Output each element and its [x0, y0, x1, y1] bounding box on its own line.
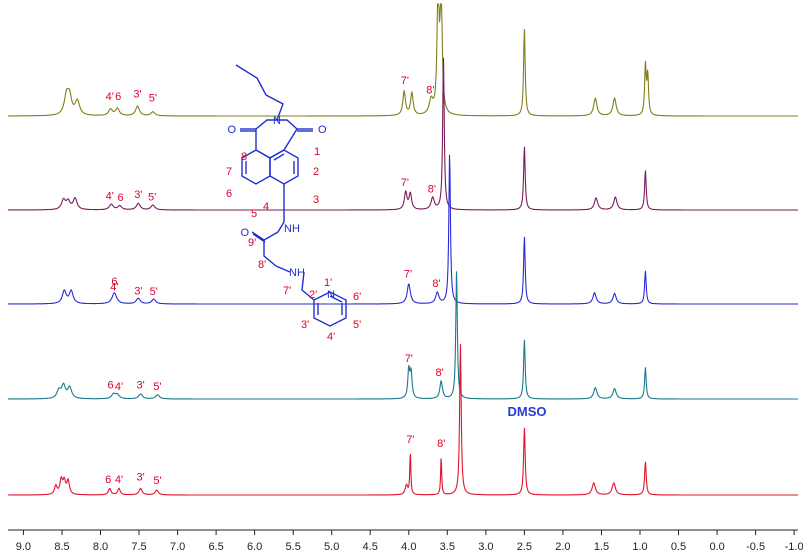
peak-labels-group: 4' 6 3' 5'7'8'4' 6 3' 5'7'8'64' 3' 5'7'8'6 4' 3' 5'…: [105, 75, 445, 487]
position-label-4p: 4': [327, 331, 335, 343]
peak-label-s3-6: 8': [432, 278, 440, 290]
x-tick-label: 3.0: [478, 541, 493, 553]
x-axis: 9.0 8.5 8.0 7.5 7.0 6.5 6.0 5.5 5.0 4.5 4.0 3.5 3.0 2…: [8, 529, 803, 553]
position-label-3: 3: [313, 194, 319, 206]
position-label-9p: 9': [248, 237, 256, 249]
peak-label-s3-3: 3': [134, 285, 142, 297]
spectra-group: [8, 3, 798, 496]
dmso-annotation: DMSO: [508, 404, 547, 419]
x-tick-label: 8.5: [54, 541, 69, 553]
peak-label-s1-3: 3': [133, 89, 141, 101]
peak-label-s4-3: 3': [136, 380, 144, 392]
position-label-2p: 2': [309, 289, 317, 301]
spectrum-line-2: [8, 57, 798, 211]
x-tick-label: 0.0: [709, 541, 724, 553]
peak-label-s2-5: 7': [401, 177, 409, 189]
peak-label-s2-3: 3': [134, 189, 142, 201]
x-tick-label: -0.5: [746, 541, 765, 553]
position-label-7p: 7': [283, 285, 291, 297]
peak-label-s2-1: 4': [106, 191, 114, 203]
peak-label-s2-6: 8': [428, 183, 436, 195]
structure-diagram: [235, 64, 347, 327]
position-label-2: 2: [313, 166, 319, 178]
position-label-5p: 5': [353, 319, 361, 331]
x-tick-label: 4.0: [401, 541, 416, 553]
x-tick-label: 7.5: [131, 541, 146, 553]
peak-label-s5-3: 3': [136, 472, 144, 484]
x-tick-label: 5.0: [324, 541, 339, 553]
atom-n-pyridine: N: [327, 289, 335, 301]
x-tick-label: 9.0: [16, 541, 31, 553]
atom-nh-amine: NH: [284, 223, 300, 235]
x-tick-label: 6.5: [208, 541, 223, 553]
peak-label-s5-4: 5': [153, 475, 161, 487]
spectrum-line-5: [8, 344, 798, 496]
position-label-4: 4: [263, 201, 269, 213]
peak-label-s1-2: 6: [115, 91, 121, 103]
peak-label-s5-5: 7': [406, 434, 414, 446]
position-label-7: 7: [226, 166, 232, 178]
peak-label-s3-1: 6: [111, 276, 117, 288]
peak-label-s4-1: 6: [107, 380, 113, 392]
position-label-1: 1: [314, 146, 320, 158]
atom-n-imide: N: [273, 115, 281, 127]
x-axis-ticks: 9.0 8.5 8.0 7.5 7.0 6.5 6.0 5.5 5.0 4.5 4.0 3.5 3.0 2…: [16, 530, 803, 553]
position-label-8p: 8': [258, 259, 266, 271]
position-label-5: 5: [251, 208, 257, 220]
peak-label-s3-4: 5': [150, 286, 158, 298]
x-tick-label: -1.0: [785, 541, 803, 553]
peak-label-s1-5: 7': [401, 75, 409, 87]
position-label-3p: 3': [301, 319, 309, 331]
peak-label-s3-5: 7': [404, 269, 412, 281]
x-tick-label: 7.0: [170, 541, 185, 553]
x-tick-label: 4.5: [363, 541, 378, 553]
peak-label-s2-4: 5': [148, 191, 156, 203]
x-tick-label: 6.0: [247, 541, 262, 553]
atom-o-right: O: [318, 124, 327, 136]
position-label-6p: 6': [353, 291, 361, 303]
position-label-8: 8: [241, 151, 247, 163]
peak-label-s1-1: 4': [106, 91, 114, 103]
x-tick-label: 3.5: [440, 541, 455, 553]
peak-label-s4-5: 7': [405, 353, 413, 365]
atom-nh-glycine: NH: [289, 267, 305, 279]
peak-label-s1-4: 5': [149, 93, 157, 105]
spectrum-line-1: [8, 3, 798, 117]
peak-label-s5-6: 8': [437, 438, 445, 450]
position-label-1p: 1': [324, 277, 332, 289]
structure-text: O O N NH O NH N 1 2 3 4 5 6 7 8 9' 8' 7'…: [226, 115, 361, 343]
peak-label-s3-2: 4': [110, 281, 118, 293]
x-tick-label: 1.5: [594, 541, 609, 553]
x-tick-label: 8.0: [93, 541, 108, 553]
peak-label-s2-2: 6: [117, 192, 123, 204]
atom-o-amide: O: [240, 227, 249, 239]
peak-label-s4-2: 4': [115, 381, 123, 393]
peak-label-s4-4: 5': [153, 381, 161, 393]
peak-label-s4-6: 8': [435, 367, 443, 379]
x-tick-label: 0.5: [671, 541, 686, 553]
x-tick-label: 5.5: [286, 541, 301, 553]
position-label-6: 6: [226, 188, 232, 200]
x-tick-label: 2.5: [517, 541, 532, 553]
spectrum-line-3: [8, 154, 798, 305]
peak-label-s1-6: 8': [426, 85, 434, 97]
x-tick-label: 1.0: [632, 541, 647, 553]
spectrum-line-4: [8, 271, 798, 400]
peak-label-s5-1: 6: [105, 474, 111, 486]
atom-o-left: O: [227, 124, 236, 136]
peak-label-s5-2: 4': [115, 474, 123, 486]
x-tick-label: 2.0: [555, 541, 570, 553]
